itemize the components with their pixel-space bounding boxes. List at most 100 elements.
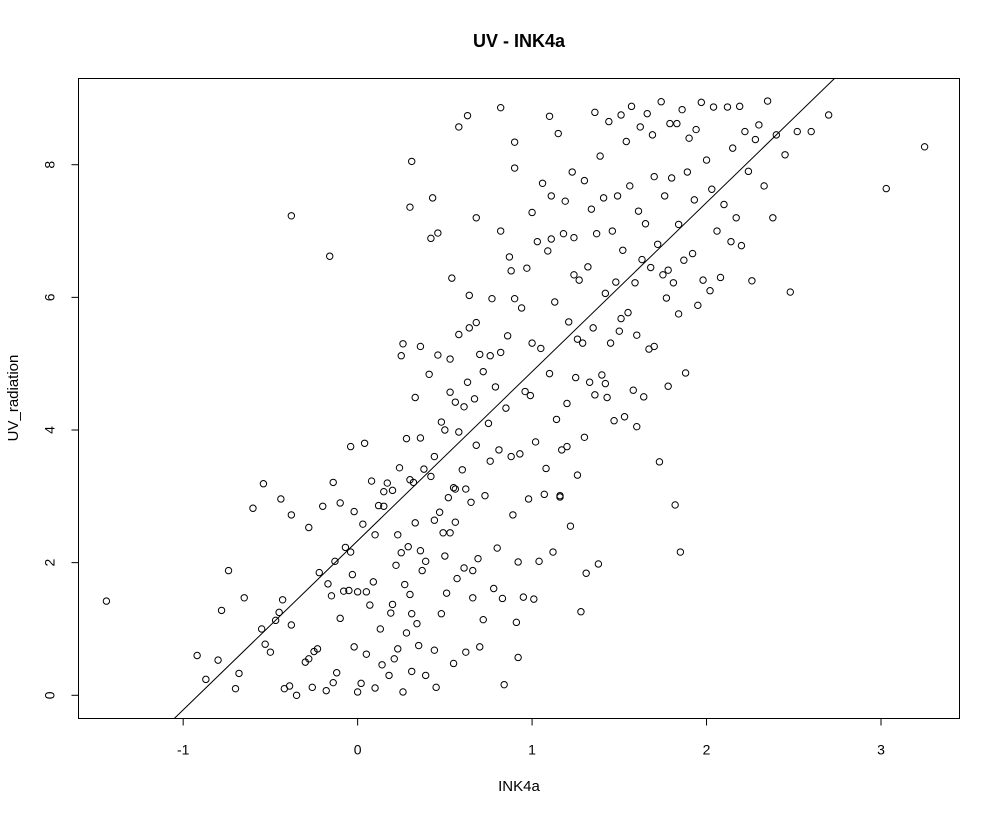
- data-point: [729, 144, 737, 152]
- data-point: [387, 609, 395, 617]
- data-point: [563, 399, 571, 408]
- data-point: [605, 117, 613, 126]
- data-point: [633, 331, 641, 339]
- data-point: [514, 653, 522, 662]
- data-point: [462, 485, 470, 493]
- data-point: [240, 594, 248, 602]
- data-point: [479, 615, 487, 624]
- x-tick-label: 3: [877, 742, 885, 758]
- data-point: [421, 557, 430, 566]
- data-point: [449, 484, 458, 492]
- data-point: [751, 135, 760, 144]
- data-point: [287, 621, 296, 629]
- data-point: [285, 682, 294, 690]
- data-point: [496, 103, 505, 112]
- data-point: [490, 584, 498, 593]
- data-point: [406, 203, 414, 211]
- data-point: [453, 574, 461, 583]
- data-point: [416, 342, 425, 351]
- data-point: [257, 625, 266, 633]
- data-point: [313, 645, 322, 653]
- data-point: [435, 508, 444, 516]
- x-axis: -1 0 1 2 3: [177, 718, 885, 758]
- data-point: [249, 504, 257, 512]
- data-point: [235, 669, 243, 678]
- data-point: [451, 398, 460, 406]
- data-point: [486, 352, 494, 360]
- data-point: [493, 544, 501, 552]
- data-point: [524, 495, 533, 503]
- data-point: [383, 479, 391, 487]
- data-point: [624, 308, 632, 317]
- data-point: [292, 691, 301, 699]
- data-point: [439, 529, 447, 537]
- plot-frame: [78, 78, 960, 719]
- data-point: [430, 646, 439, 654]
- data-point: [404, 543, 412, 551]
- data-point: [427, 234, 435, 243]
- data-point: [519, 593, 528, 601]
- data-point: [451, 485, 460, 493]
- data-point: [671, 501, 679, 509]
- data-point: [556, 493, 564, 501]
- data-point: [570, 271, 578, 279]
- data-point: [713, 227, 721, 235]
- x-tick-label: 0: [354, 742, 362, 758]
- data-point: [374, 501, 383, 510]
- data-point: [348, 570, 357, 579]
- data-point: [673, 119, 681, 128]
- y-tick-label: 2: [42, 559, 58, 567]
- data-point: [319, 502, 327, 510]
- data-point: [503, 332, 512, 340]
- x-tick-label: 1: [528, 742, 536, 758]
- data-point: [528, 339, 536, 347]
- data-point: [634, 207, 643, 215]
- data-point: [781, 151, 789, 159]
- data-point: [601, 379, 610, 388]
- data-point: [259, 480, 268, 488]
- data-point: [685, 134, 693, 142]
- data-point: [469, 594, 477, 602]
- data-point: [545, 112, 554, 121]
- data-point: [287, 511, 296, 519]
- data-point: [544, 247, 552, 255]
- data-point: [627, 102, 636, 111]
- data-point: [418, 566, 426, 575]
- data-point: [582, 569, 590, 577]
- data-point: [411, 393, 419, 402]
- data-point: [463, 111, 472, 120]
- data-point: [332, 669, 341, 677]
- data-point: [409, 478, 418, 487]
- data-point: [573, 335, 582, 343]
- data-point: [353, 688, 362, 696]
- data-point: [643, 109, 651, 118]
- data-point: [397, 548, 405, 557]
- data-point: [709, 103, 718, 111]
- data-point: [322, 686, 330, 695]
- data-point: [394, 531, 402, 539]
- data-point: [399, 340, 407, 348]
- data-point: [217, 606, 226, 615]
- data-point: [533, 237, 542, 246]
- data-point: [465, 324, 473, 332]
- data-point: [882, 184, 890, 193]
- data-point: [481, 491, 489, 500]
- data-point: [406, 590, 414, 599]
- data-point: [224, 566, 233, 575]
- data-point: [366, 601, 374, 609]
- data-point: [601, 289, 610, 298]
- data-point: [346, 442, 355, 451]
- data-point: [530, 595, 538, 603]
- data-point: [824, 111, 833, 119]
- data-point: [496, 227, 505, 235]
- data-point: [591, 391, 599, 399]
- data-point: [662, 294, 671, 302]
- data-point: [441, 552, 449, 560]
- data-point: [610, 417, 618, 425]
- data-point: [479, 367, 487, 376]
- data-point: [308, 683, 316, 692]
- data-point: [636, 123, 644, 131]
- data-point: [402, 629, 411, 637]
- data-point: [748, 277, 756, 285]
